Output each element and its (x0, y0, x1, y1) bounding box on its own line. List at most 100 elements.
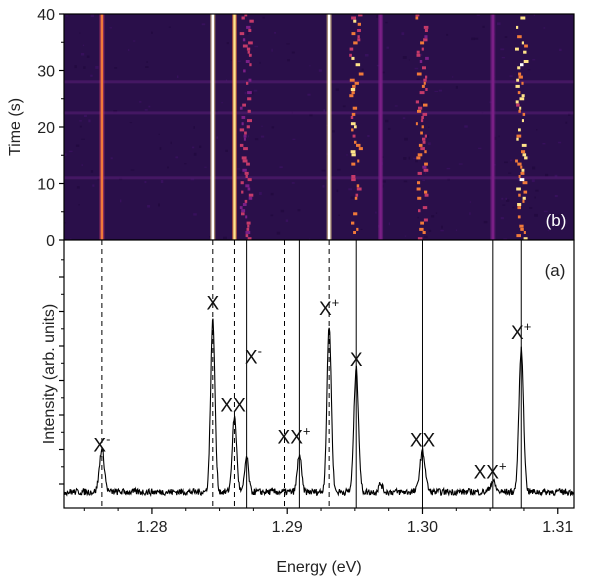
heatmap-noise-speck (270, 214, 274, 217)
heatmap-blinking-emission (352, 106, 358, 110)
heatmap-blinking-emission (521, 94, 525, 98)
heatmap-noise-speck (501, 197, 504, 200)
heatmap-noise-speck (146, 61, 148, 63)
heatmap-noise-speck (64, 222, 66, 224)
heatmap-blinking-emission (240, 181, 244, 185)
heatmap-noise-speck (509, 75, 513, 78)
heatmap-noise-speck (209, 236, 211, 238)
heatmap-noise-speck (502, 204, 506, 206)
guide-lines (101, 240, 522, 508)
heatmap-noise-speck (337, 168, 341, 171)
heatmap-noise-speck (285, 219, 289, 222)
heatmap-noise-speck (503, 238, 508, 240)
heatmap-blinking-emission (522, 196, 526, 200)
heatmap-blinking-emission (242, 159, 248, 163)
heatmap-noise-speck (416, 78, 420, 81)
heatmap-blinking-emission (353, 19, 357, 23)
heatmap-noise-speck (120, 199, 122, 203)
heatmap-blinking-emission (517, 66, 521, 70)
heatmap-blinking-emission (420, 221, 424, 225)
heatmap-emission-line (379, 14, 382, 240)
heatmap-noise-speck (69, 238, 72, 240)
spectrum-x-tick-label: 1.30 (407, 519, 438, 536)
heatmap-blinking-emission (518, 75, 523, 79)
heatmap-blinking-emission (424, 193, 429, 197)
heatmap-blinking-emission (244, 171, 249, 175)
heatmap-blinking-emission (422, 165, 427, 169)
heatmap-noise-speck (554, 174, 558, 178)
heatmap-noise-speck (350, 196, 355, 199)
heatmap-marks (64, 14, 574, 240)
heatmap-noise-speck (307, 93, 311, 96)
heatmap-blinking-emission (417, 181, 421, 185)
heatmap-blinking-emission (351, 91, 355, 95)
spectrum-x-axis-label: Energy (eV) (276, 559, 361, 576)
heatmap-blinking-emission (241, 16, 245, 20)
heatmap-blinking-emission (243, 134, 247, 138)
heatmap-blinking-emission (523, 237, 528, 240)
heatmap-blinking-emission (522, 112, 526, 116)
heatmap-blinking-emission (239, 206, 243, 210)
heatmap-noise-speck (80, 53, 85, 56)
heatmap-noise-speck (158, 133, 160, 135)
heatmap-blinking-emission (417, 109, 422, 113)
heatmap-noise-speck (536, 129, 538, 131)
panel-a-label: (a) (545, 261, 566, 280)
heatmap-noise-speck (476, 14, 480, 16)
heatmap-blinking-emission (415, 16, 419, 20)
heatmap-noise-speck (159, 147, 162, 150)
heatmap-blinking-emission (422, 231, 426, 234)
heatmap-blinking-emission (519, 106, 522, 110)
heatmap-blinking-emission (241, 190, 244, 194)
spectrum-line (64, 318, 574, 498)
heatmap-noise-speck (147, 205, 151, 208)
heatmap-blinking-emission (350, 88, 356, 91)
heatmap-blinking-emission (242, 44, 248, 48)
heatmap-noise-speck (557, 214, 562, 218)
heatmap-blinking-emission (248, 193, 254, 197)
heatmap-blinking-emission (242, 38, 246, 42)
heatmap-y-tick-label: 20 (37, 120, 55, 137)
heatmap-y-axis-label: Time (s) (7, 98, 24, 156)
heatmap-noise-speck (133, 40, 136, 42)
heatmap-blinking-emission (418, 209, 421, 213)
heatmap-noise-speck (262, 16, 265, 19)
heatmap-noise-speck (160, 180, 164, 183)
heatmap-blinking-emission (247, 178, 252, 182)
heatmap-blinking-emission (245, 184, 250, 188)
heatmap-blinking-emission (247, 187, 251, 191)
heatmap-noise-speck (531, 179, 535, 183)
heatmap-noise-speck (438, 89, 442, 92)
heatmap-blinking-emission (517, 203, 522, 206)
heatmap-noise-speck (250, 91, 254, 95)
heatmap-noise-speck (274, 32, 276, 34)
heatmap-noise-speck (441, 225, 443, 229)
heatmap-noise-speck (532, 59, 536, 61)
heatmap-noise-speck (201, 23, 206, 26)
heatmap-blinking-emission (242, 168, 247, 172)
heatmap-noise-speck (236, 168, 240, 170)
heatmap-blinking-emission (358, 14, 363, 17)
heatmap-noise-speck (520, 40, 523, 42)
heatmap-noise-speck (381, 71, 385, 74)
heatmap-blinking-emission (246, 162, 250, 166)
heatmap-emission-line (211, 14, 214, 240)
heatmap-noise-speck (364, 54, 369, 57)
heatmap-noise-speck (469, 201, 471, 203)
heatmap-noise-speck (338, 214, 340, 216)
heatmap-blinking-emission (357, 22, 361, 26)
heatmap-blinking-emission (521, 41, 524, 45)
heatmap-blinking-emission (356, 184, 360, 188)
heatmap-blinking-emission (357, 29, 361, 32)
heatmap-blinking-emission (517, 91, 521, 95)
heatmap-blinking-emission (518, 175, 521, 178)
heatmap-blinking-emission (424, 190, 428, 194)
heatmap-noise-speck (167, 166, 169, 169)
heatmap-blinking-emission (524, 156, 528, 160)
heatmap-noise-speck (184, 163, 187, 165)
heatmap-blinking-emission (245, 60, 250, 63)
heatmap-noise-speck (403, 157, 407, 160)
heatmap-blinking-emission (244, 131, 247, 135)
heatmap-blinking-emission (354, 125, 357, 129)
heatmap-noise-speck (81, 138, 85, 140)
